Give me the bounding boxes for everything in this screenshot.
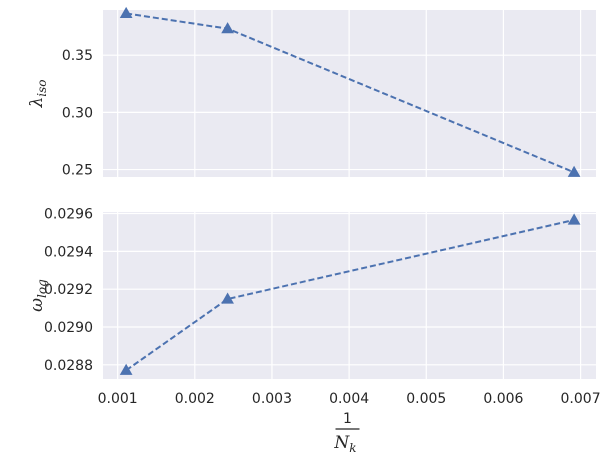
y-tick-label: 0.0294: [44, 244, 93, 260]
data-point: [567, 213, 581, 225]
y-tick-label: 0.0296: [44, 207, 93, 223]
data-point: [221, 22, 234, 34]
x-tick-label: 0.003: [252, 391, 292, 407]
top-subplot: 0.25 0.30 0.35 λiso: [27, 6, 596, 179]
x-axis-label-numerator: 1: [343, 411, 352, 427]
x-tick-label: 0.007: [561, 391, 601, 407]
y-tick-label: 0.0292: [44, 282, 93, 298]
x-tick-label: 0.001: [98, 391, 138, 407]
data-point: [567, 165, 581, 177]
bottom-subplot: 0.0288 0.0290 0.0292 0.0294 0.0296 0.001 0.002…: [27, 207, 601, 455]
y-tick-label: 0.30: [62, 105, 93, 121]
x-tick-label: 0.005: [406, 391, 446, 407]
x-tick-label: 0.004: [329, 391, 369, 407]
x-axis-label-denominator: Nk: [333, 433, 356, 455]
x-tick-label: 0.002: [175, 391, 215, 407]
y-axis-label: ωlog: [27, 279, 49, 312]
y-tick-label: 0.0288: [44, 358, 93, 374]
y-tick-label: 0.25: [62, 163, 93, 179]
y-tick-label: 0.35: [62, 48, 93, 64]
data-point: [119, 363, 133, 375]
series-line: [125, 218, 575, 372]
data-point: [221, 292, 234, 304]
y-tick-label: 0.0290: [44, 320, 93, 336]
y-axis-label: λiso: [27, 79, 49, 108]
x-tick-label: 0.006: [483, 391, 523, 407]
data-point: [119, 6, 133, 19]
